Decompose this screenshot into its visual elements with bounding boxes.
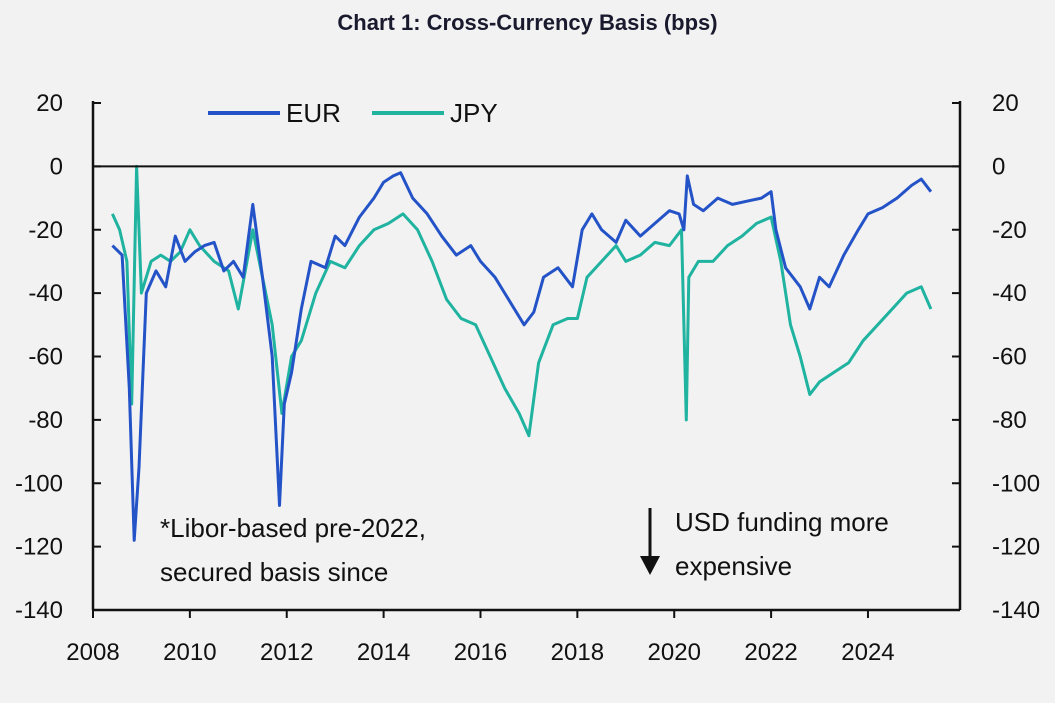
- y-tick-label-left: -60: [28, 344, 63, 371]
- y-tick-label-left: -20: [28, 217, 63, 244]
- series-line-eur: [111, 171, 933, 542]
- arrow-annotation-line-2: expensive: [675, 551, 792, 581]
- legend-label-jpy: JPY: [450, 98, 498, 128]
- y-tick-label-left: -120: [15, 534, 63, 561]
- x-tick-label: 2022: [744, 639, 797, 666]
- legend: EUR JPY: [208, 98, 498, 128]
- down-arrow-icon: [640, 508, 660, 575]
- y-tick-label-right: 20: [992, 90, 1019, 117]
- chart-title: Chart 1: Cross-Currency Basis (bps): [337, 10, 718, 35]
- y-tick-label-right: -80: [992, 407, 1027, 434]
- y-tick-label-left: -100: [15, 470, 63, 497]
- x-tick-label: 2024: [841, 639, 894, 666]
- y-tick-label-left: -140: [15, 597, 63, 624]
- x-tick-label: 2014: [357, 639, 410, 666]
- x-tick-label: 2012: [260, 639, 313, 666]
- y-tick-label-right: -140: [992, 597, 1040, 624]
- note-line-1: *Libor-based pre-2022,: [160, 513, 426, 543]
- note-line-2: secured basis since: [160, 557, 388, 587]
- y-tick-label-left: -40: [28, 280, 63, 307]
- y-tick-label-right: -40: [992, 280, 1027, 307]
- series-line-jpy: [111, 164, 933, 438]
- y-tick-label-right: -120: [992, 534, 1040, 561]
- y-tick-label-right: -100: [992, 470, 1040, 497]
- y-tick-label-left: -80: [28, 407, 63, 434]
- x-tick-label: 2020: [648, 639, 701, 666]
- y-tick-label-right: 0: [992, 153, 1005, 180]
- x-tick-label: 2008: [66, 639, 119, 666]
- x-tick-label: 2016: [454, 639, 507, 666]
- y-tick-label-right: -60: [992, 344, 1027, 371]
- y-tick-label-left: 0: [50, 153, 63, 180]
- legend-label-eur: EUR: [286, 98, 341, 128]
- x-tick-label: 2010: [163, 639, 216, 666]
- y-tick-label-left: 20: [36, 90, 63, 117]
- y-tick-label-right: -20: [992, 217, 1027, 244]
- x-tick-label: 2018: [551, 639, 604, 666]
- arrow-annotation-line-1: USD funding more: [675, 507, 889, 537]
